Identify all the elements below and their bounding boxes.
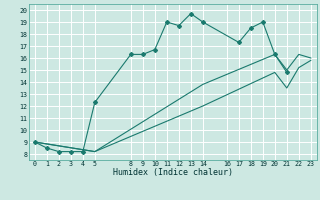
X-axis label: Humidex (Indice chaleur): Humidex (Indice chaleur)	[113, 168, 233, 178]
